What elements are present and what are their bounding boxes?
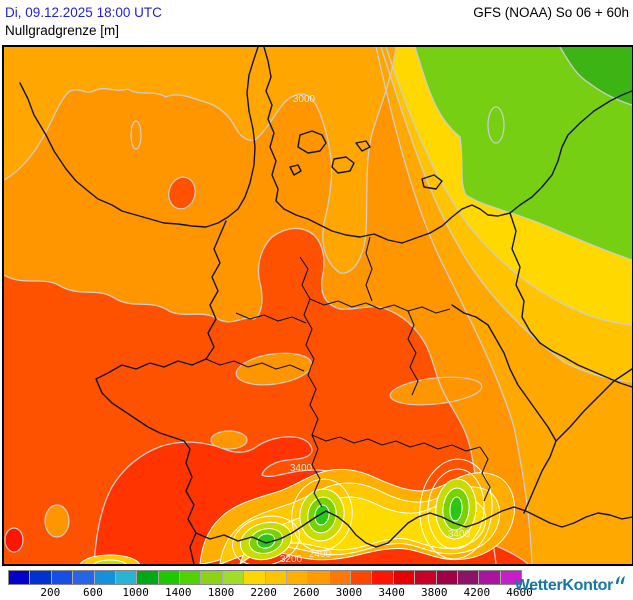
small-contour: [487, 106, 505, 144]
orange-spot: [44, 504, 70, 538]
colorbar-segment: [244, 571, 265, 584]
colorbar-segment: [265, 571, 286, 584]
alps-contour-rings: [79, 458, 515, 564]
colorbar-segment: [479, 571, 500, 584]
contour-label-3400-east: 3400: [448, 529, 471, 540]
colorbar-value: 4200: [463, 586, 491, 599]
contour-label-2400: 2400: [309, 549, 332, 560]
colorbar-segment: [137, 571, 158, 584]
contour-label-3000: 3000: [293, 94, 316, 105]
colorbar-value: 600: [83, 586, 103, 599]
coastline: [19, 47, 259, 228]
colorbar-segment: [372, 571, 393, 584]
model-run-label: GFS (NOAA) So 06 + 60h: [473, 5, 629, 20]
colorbar-segment: [73, 571, 94, 584]
orange-island: [235, 352, 313, 386]
contour-label-3400-west: 3400: [290, 463, 313, 474]
colorbar-segment: [222, 571, 244, 584]
north-sea-spot: [168, 176, 196, 210]
colorbar-segment: [457, 571, 479, 584]
colorbar-value: 2200: [250, 586, 277, 599]
weather-map: 3000 3400 3400 3200 2400: [2, 45, 633, 566]
contour-label-3200: 3200: [280, 554, 303, 564]
colorbar-segment: [94, 571, 115, 584]
oder-border: [509, 212, 632, 388]
colorbar-segment: [51, 571, 73, 584]
colorbar-segment: [9, 571, 30, 584]
datetime-label: Di, 09.12.2025 18:00 UTC: [5, 5, 162, 20]
colorbar-segment: [393, 571, 415, 584]
band-2800-3000: [4, 47, 396, 274]
small-contour: [130, 120, 142, 150]
logo-text: WetterKontor: [514, 577, 614, 594]
colorbar-value: 1800: [207, 586, 235, 599]
colorbar: [8, 570, 522, 585]
orange-island: [389, 376, 483, 406]
colorbar-value: 3000: [335, 586, 363, 599]
colorbar-segment: [351, 571, 372, 584]
colorbar-segment: [286, 571, 308, 584]
czech-polish-border: [555, 368, 632, 442]
colorbar-value: 3400: [378, 586, 405, 599]
colorbar-segment: [329, 571, 350, 584]
state-borders: [205, 236, 491, 508]
colorbar-segment: [30, 571, 51, 584]
colorbar-value: 200: [40, 586, 61, 599]
country-borders: [19, 47, 632, 564]
colorbar-segment: [415, 571, 436, 584]
colorbar-segment: [158, 571, 179, 584]
parameter-title: Nullgradgrenze [m]: [5, 23, 120, 38]
colorbar-value: 1400: [165, 586, 192, 599]
western-borders: [95, 220, 227, 564]
colorbar-value: 3800: [420, 586, 448, 599]
wetterkontor-logo[interactable]: WetterKontor: [514, 576, 627, 595]
colorbar-segment: [180, 571, 201, 584]
map-canvas: 3000 3400 3400 3200 2400: [4, 47, 632, 564]
colorbar-segment: [115, 571, 137, 584]
deep-red-spot: [4, 527, 24, 553]
alpine-border: [195, 506, 632, 548]
orange-island: [210, 430, 248, 450]
logo-wing-icon: [616, 576, 625, 584]
colorbar-segment: [308, 571, 329, 584]
colorbar-value: 1000: [122, 586, 149, 599]
colorbar-segment: [500, 571, 521, 584]
danish-islands: [289, 130, 443, 190]
colorbar-value: 4600: [506, 586, 533, 599]
colorbar-segment: [201, 571, 222, 584]
czech-border: [451, 304, 557, 514]
colorbar-value: 2600: [293, 586, 320, 599]
colorbar-segment: [436, 571, 457, 584]
colorbar-labels: 200 600 1000 1400 1800 2200 2600 3000 3400 3800 42…: [29, 586, 541, 599]
baltic-coastline: [263, 47, 632, 244]
